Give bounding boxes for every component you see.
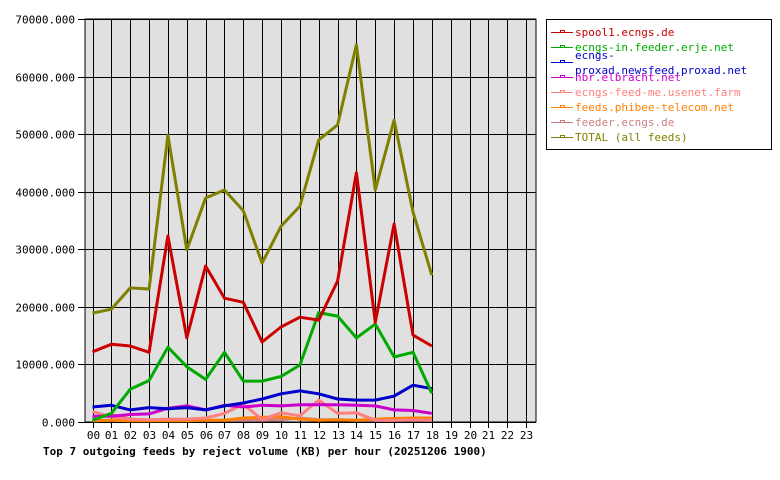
x-tick-label: 11 [294, 429, 307, 442]
x-tick-label: 00 [87, 429, 100, 442]
x-tick-label: 21 [482, 429, 495, 442]
x-tick-label: 17 [407, 429, 420, 442]
x-tick-label: 05 [181, 429, 194, 442]
legend-line-marker-icon [551, 43, 573, 53]
legend-item: ecngs-feed-me.usenet.farm [547, 85, 771, 100]
y-tick-label: 70000.000 [15, 14, 75, 27]
legend-item: ecngs-in.feeder.erje.net [547, 40, 771, 55]
x-tick-label: 13 [332, 429, 345, 442]
legend-line-marker-icon [551, 103, 573, 113]
plot-area [84, 18, 537, 423]
y-tick-label: 10000.000 [15, 359, 75, 372]
legend-line-marker-icon [551, 28, 573, 38]
x-tick-label: 08 [237, 429, 250, 442]
x-tick-label: 20 [464, 429, 477, 442]
y-tick-label: 0.000 [42, 417, 75, 430]
chart-caption: Top 7 outgoing feeds by reject volume (K… [43, 445, 487, 458]
x-tick-label: 07 [218, 429, 231, 442]
legend-label: ecngs-feed-me.usenet.farm [575, 86, 741, 99]
legend-item: nbr.elbracht.net [547, 70, 771, 85]
legend: spool1.ecngs.de ecngs-in.feeder.erje.net e… [546, 19, 772, 150]
series-line [92, 383, 433, 412]
x-tick-label: 14 [350, 429, 364, 442]
x-tick-label: 12 [313, 429, 326, 442]
x-tick-label: 03 [143, 429, 156, 442]
legend-label: feeder.ecngs.de [575, 116, 675, 129]
legend-item: TOTAL (all feeds) [547, 130, 771, 145]
y-tick-label: 60000.000 [15, 72, 75, 85]
legend-line-marker-icon [551, 88, 573, 98]
legend-label: feeds.phibee-telecom.net [575, 101, 734, 114]
x-tick-label: 18 [426, 429, 439, 442]
legend-line-marker-icon [551, 73, 573, 83]
x-tick-label: 01 [105, 429, 118, 442]
legend-label: ecngs-in.feeder.erje.net [575, 41, 734, 54]
grid-lines [84, 18, 537, 423]
x-tick-label: 02 [124, 429, 137, 442]
legend-line-marker-icon [551, 133, 573, 143]
y-tick-label: 20000.000 [15, 302, 75, 315]
x-tick-label: 04 [162, 429, 176, 442]
x-tick-label: 10 [275, 429, 288, 442]
series-line [92, 398, 432, 422]
series-line [92, 43, 434, 315]
legend-item: ecngs-proxad.newsfeed.proxad.net [547, 49, 771, 77]
x-tick-label: 23 [520, 429, 533, 442]
y-tick-label: 30000.000 [15, 244, 75, 257]
legend-label: nbr.elbracht.net [575, 71, 681, 84]
x-tick-label: 19 [445, 429, 458, 442]
x-tick-label: 16 [388, 429, 401, 442]
legend-label: spool1.ecngs.de [575, 26, 675, 39]
series-line [91, 311, 434, 422]
legend-item: spool1.ecngs.de [547, 25, 771, 40]
x-tick-label: 22 [501, 429, 514, 442]
x-tick-label: 06 [200, 429, 213, 442]
legend-item: feeds.phibee-telecom.net [547, 100, 771, 115]
x-axis: 00 01 02 03 04 05 06 07 08 09 10 11 12 13 14 15 16 17 18 19… [87, 422, 533, 442]
y-axis: 0.000 10000.000 20000.000 30000.000 40000.00… [15, 14, 85, 430]
legend-label: TOTAL (all feeds) [575, 131, 688, 144]
y-tick-label: 50000.000 [15, 129, 75, 142]
series-line [92, 403, 433, 418]
x-tick-label: 15 [369, 429, 382, 442]
series-lines [91, 43, 434, 423]
legend-line-marker-icon [551, 118, 573, 128]
legend-line-marker-icon [551, 58, 573, 68]
x-tick-label: 09 [256, 429, 269, 442]
legend-label: ecngs-proxad.newsfeed.proxad.net [575, 48, 748, 77]
legend-item: feeder.ecngs.de [547, 115, 771, 130]
y-tick-label: 40000.000 [15, 187, 75, 200]
series-line [91, 171, 433, 354]
